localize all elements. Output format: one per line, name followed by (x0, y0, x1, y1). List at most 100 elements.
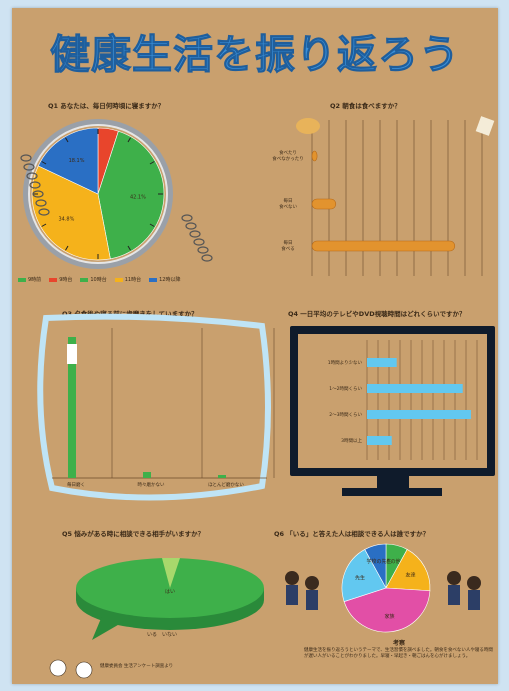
tv-screen (298, 334, 487, 468)
q2-bar (311, 240, 456, 252)
student-figure-icon-head (305, 576, 319, 590)
q4-bar (367, 410, 471, 419)
q2-bar (311, 198, 337, 210)
q4-category-label: 1時間より少ない (328, 359, 363, 366)
q4-category-label: 1～2時間くらい (329, 386, 362, 392)
q1-clock-tick (65, 137, 69, 143)
q1-title: Q1 あなたは、毎日何時頃に寝ますか？ (48, 102, 165, 110)
q1-slice-label: 18.1% (69, 158, 85, 164)
q1-legend-item: 12時以降 (149, 276, 181, 283)
credit: 健康委員会 生活アンケート調査より (100, 664, 174, 669)
q3-frame (37, 313, 271, 501)
q3-bar (218, 475, 226, 478)
q2-title: Q2 朝食は食べますか？ (330, 102, 401, 110)
conclusion-text: 考察 健康生活を振り返ろうというテーマで、生活習慣を調べました。朝食を食べない人… (304, 640, 494, 659)
q5-title: Q5 悩みがある時に相談できる相手がいますか？ (62, 530, 205, 538)
student-figure-icon-body (468, 590, 480, 610)
q3-bar (68, 337, 76, 478)
chain-link-icon (38, 208, 50, 216)
q4-bar (367, 358, 397, 367)
q5-slice-label: はい (165, 589, 175, 595)
q1-slice-label: 42.1% (130, 195, 146, 201)
q6-slice-label: 家族 (385, 613, 395, 620)
chain-link-icon (32, 190, 44, 198)
q5-slice-label: いる いない (147, 631, 177, 638)
q2-bar (311, 150, 318, 162)
q3-category-label: 毎日磨く (67, 481, 85, 488)
q4-bar (367, 384, 463, 393)
q6-slice-label: 先生 (355, 575, 365, 582)
tv-base (342, 488, 442, 496)
q1-legend-item: 10時台 (80, 276, 107, 283)
q6-title: Q6 「いる」と答えた人は相談できる人は誰ですか？ (274, 530, 430, 538)
chain-link-icon (29, 181, 41, 189)
student-figure-icon-head (467, 576, 481, 590)
q5-pie-minor-slice (162, 558, 180, 588)
q4-category-label: 2～3時間くらい (329, 412, 362, 418)
chain-link-icon (201, 254, 213, 262)
q4-bar (367, 436, 392, 445)
person-doodle-icon (75, 661, 93, 679)
q2-category-label: 食べなかったり (272, 155, 304, 162)
chain-link-icon (197, 246, 209, 254)
poster: 健康生活を振り返ろう Q1 あなたは、毎日何時頃に寝ますか？ 9時前 9時台 1… (12, 8, 498, 684)
conclusion-heading: 考察 (392, 640, 405, 647)
student-figure-icon-body (306, 590, 318, 610)
q6-slice (341, 549, 387, 602)
q2-category-label: 食べる (281, 245, 295, 252)
q1-clock-tick (149, 161, 155, 165)
q1-clock-tick (127, 137, 131, 143)
conclusion-body: 健康生活を振り返ろうというテーマで、生活習慣を調べました。朝食を食べない人や寝る… (304, 647, 493, 659)
chain-link-icon (26, 172, 38, 180)
student-figure-icon-body (448, 585, 460, 605)
q3-category-label: 時々磨かない (138, 481, 165, 488)
q3-bar (143, 472, 151, 478)
q1-clock-inner-rim (28, 124, 168, 264)
q6-slice (343, 587, 431, 633)
q1-slice-label: 34.8% (58, 217, 74, 223)
q1-clock-tick (65, 245, 69, 251)
q2-category-label: 毎日 (284, 197, 293, 204)
q6-slice (385, 549, 431, 592)
charts-layer: 42.1%34.8%18.1%食べたり食べなかったり毎日食べない毎日食べる毎日磨… (20, 116, 495, 679)
q1-legend-item: 9時台 (49, 276, 72, 283)
student-figure-icon-body (286, 585, 298, 605)
q2-category-label: 食べない (279, 203, 297, 210)
tv-neck (377, 476, 409, 488)
q6-slice-label: 学校の先生 (367, 558, 392, 565)
student-figure-icon-head (447, 571, 461, 585)
chain-link-icon (181, 214, 193, 222)
q6-slice-label: 友達 (406, 572, 416, 579)
q1-legend-item: 9時前 (18, 276, 41, 283)
chain-link-icon (23, 163, 35, 171)
chain-link-icon (20, 154, 32, 162)
person-doodle-icon (49, 659, 67, 677)
q1-slice (37, 127, 99, 195)
bread-icon (296, 118, 320, 134)
q4-title: Q4 一日平均のテレビやDVD視聴時間はどれくらいですか？ (288, 310, 466, 318)
q1-slice (31, 165, 111, 261)
q6-slice (364, 543, 387, 589)
q1-clock-tick (149, 223, 155, 227)
chain-link-icon (185, 222, 197, 230)
toothbrush-icon (67, 344, 77, 364)
chain-link-icon (35, 199, 47, 207)
tv-frame (290, 326, 495, 476)
q2-category-label: 毎日 (284, 239, 293, 246)
q1-slice (97, 130, 165, 260)
q5-bubble-tail (92, 616, 130, 640)
q1-legend: 9時前 9時台 10時台 11時台 12時以降 (18, 276, 268, 283)
q3-category-label: ほとんど磨かない (208, 481, 244, 488)
q4-category-label: 3時間以上 (341, 437, 362, 444)
q1-legend-item: 11時台 (114, 276, 141, 283)
chain-link-icon (193, 238, 205, 246)
student-figure-icon-head (285, 571, 299, 585)
q6-slice-label: その他 (385, 558, 400, 565)
poster-title: 健康生活を振り返ろう (50, 32, 460, 79)
q2-category-label: 食べたり (279, 149, 297, 156)
q1-clock-tick (41, 223, 47, 227)
q1-clock-rim (23, 119, 173, 269)
q1-clock-tick (127, 245, 131, 251)
q1-clock-tick (41, 161, 47, 165)
toast-icon (475, 116, 495, 136)
